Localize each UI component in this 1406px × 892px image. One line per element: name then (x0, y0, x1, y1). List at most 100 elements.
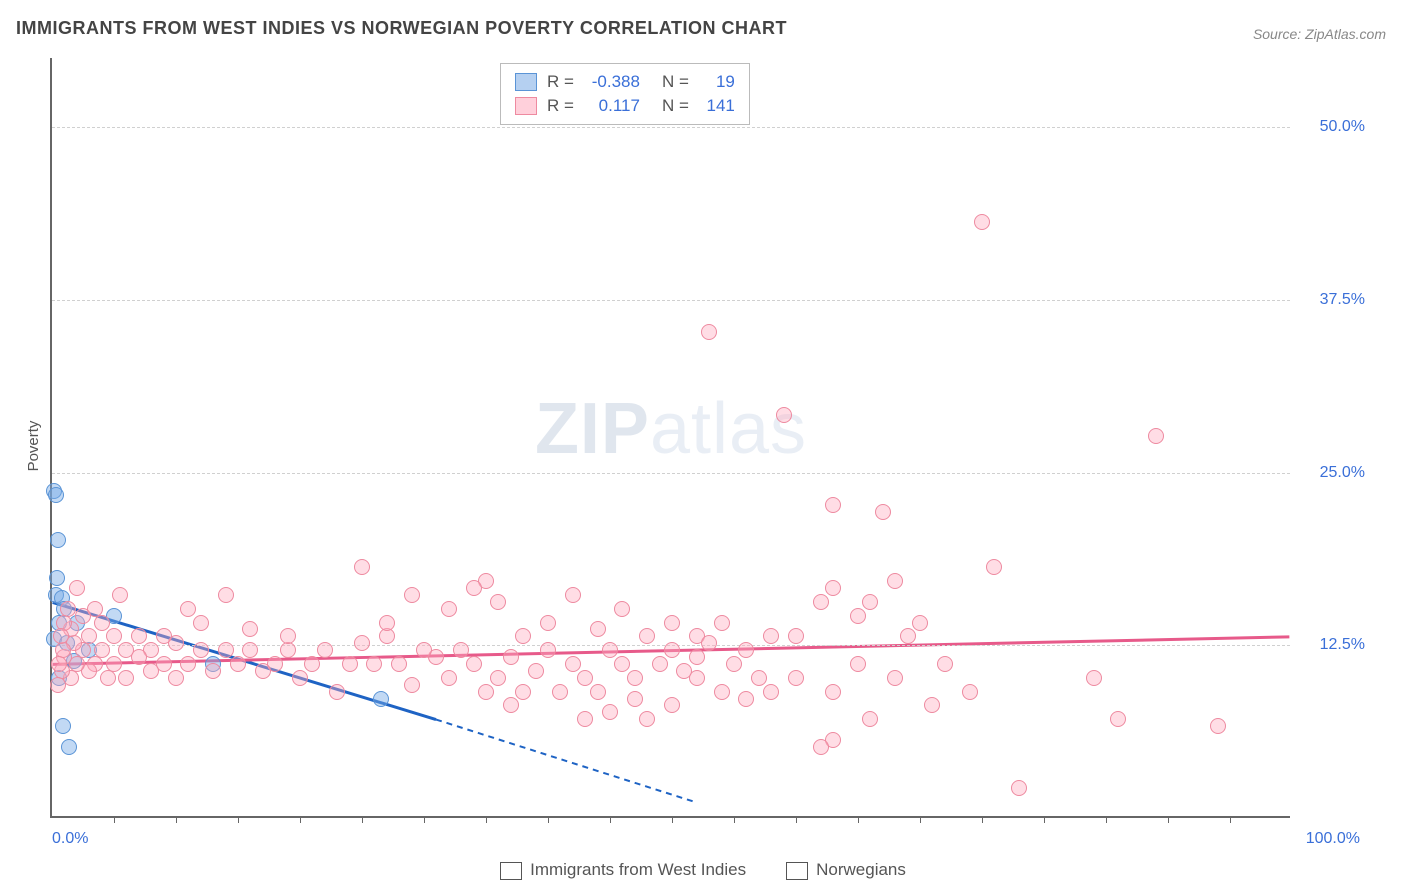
r-label: R = (547, 72, 574, 92)
n-label: N = (662, 96, 689, 116)
scatter-point (850, 656, 866, 672)
x-tick (610, 816, 611, 823)
scatter-point (193, 615, 209, 631)
scatter-point (577, 670, 593, 686)
scatter-point (118, 642, 134, 658)
scatter-point (94, 615, 110, 631)
x-tick (1106, 816, 1107, 823)
legend-swatch-pink (515, 97, 537, 115)
scatter-point (614, 601, 630, 617)
scatter-point (354, 635, 370, 651)
legend-swatch-pink (786, 862, 808, 880)
scatter-point (602, 704, 618, 720)
scatter-point (466, 656, 482, 672)
scatter-point (701, 635, 717, 651)
legend-item: Norwegians (786, 860, 906, 880)
scatter-point (714, 684, 730, 700)
scatter-point (1086, 670, 1102, 686)
scatter-point (664, 697, 680, 713)
scatter-point (676, 663, 692, 679)
scatter-point (503, 697, 519, 713)
scatter-point (962, 684, 978, 700)
legend-item-label: Norwegians (816, 860, 906, 879)
scatter-point (75, 608, 91, 624)
y-tick-label: 25.0% (1305, 464, 1365, 482)
scatter-point (304, 656, 320, 672)
scatter-point (825, 497, 841, 513)
scatter-point (986, 559, 1002, 575)
scatter-point (825, 684, 841, 700)
chart-title: IMMIGRANTS FROM WEST INDIES VS NORWEGIAN… (16, 18, 787, 39)
scatter-point (726, 656, 742, 672)
scatter-point (1110, 711, 1126, 727)
scatter-point (50, 532, 66, 548)
x-tick (1230, 816, 1231, 823)
scatter-point (540, 642, 556, 658)
scatter-point (218, 642, 234, 658)
scatter-point (441, 670, 457, 686)
scatter-point (242, 642, 258, 658)
scatter-point (813, 739, 829, 755)
scatter-point (627, 670, 643, 686)
x-tick (672, 816, 673, 823)
y-tick-label: 37.5% (1305, 291, 1365, 309)
scatter-point (490, 670, 506, 686)
watermark: ZIPatlas (535, 388, 807, 470)
n-value: 19 (699, 72, 735, 92)
scatter-point (528, 663, 544, 679)
scatter-point (924, 697, 940, 713)
scatter-point (49, 570, 65, 586)
scatter-point (180, 656, 196, 672)
scatter-point (255, 663, 271, 679)
scatter-point (590, 621, 606, 637)
scatter-point (590, 684, 606, 700)
scatter-point (112, 587, 128, 603)
scatter-point (577, 711, 593, 727)
scatter-point (875, 504, 891, 520)
scatter-point (391, 656, 407, 672)
scatter-point (639, 711, 655, 727)
r-value: 0.117 (584, 96, 640, 116)
scatter-point (106, 628, 122, 644)
scatter-point (180, 601, 196, 617)
scatter-point (143, 663, 159, 679)
gridline (52, 127, 1290, 128)
source-attribution: Source: ZipAtlas.com (1253, 26, 1386, 42)
scatter-point (776, 407, 792, 423)
y-tick-label: 50.0% (1305, 118, 1365, 136)
scatter-point (51, 656, 67, 672)
scatter-point (218, 587, 234, 603)
stats-legend: R = -0.388 N = 19 R = 0.117 N = 141 (500, 63, 750, 125)
scatter-point (602, 642, 618, 658)
scatter-point (862, 711, 878, 727)
scatter-point (701, 324, 717, 340)
scatter-point (205, 663, 221, 679)
scatter-point (53, 628, 69, 644)
r-value: -0.388 (584, 72, 640, 92)
scatter-point (1011, 780, 1027, 796)
scatter-point (317, 642, 333, 658)
scatter-point (69, 580, 85, 596)
x-tick (858, 816, 859, 823)
scatter-point (354, 559, 370, 575)
gridline (52, 473, 1290, 474)
scatter-point (490, 594, 506, 610)
scatter-point (131, 628, 147, 644)
x-tick (176, 816, 177, 823)
scatter-point (540, 615, 556, 631)
scatter-point (565, 587, 581, 603)
scatter-point (118, 670, 134, 686)
stats-legend-row: R = -0.388 N = 19 (515, 70, 735, 94)
gridline (52, 300, 1290, 301)
scatter-point (441, 601, 457, 617)
scatter-point (751, 670, 767, 686)
x-tick (424, 816, 425, 823)
n-label: N = (662, 72, 689, 92)
scatter-point (813, 594, 829, 610)
scatter-point (763, 628, 779, 644)
scatter-point (912, 615, 928, 631)
scatter-point (850, 608, 866, 624)
scatter-point (61, 739, 77, 755)
legend-item-label: Immigrants from West Indies (530, 860, 746, 879)
scatter-point (404, 587, 420, 603)
